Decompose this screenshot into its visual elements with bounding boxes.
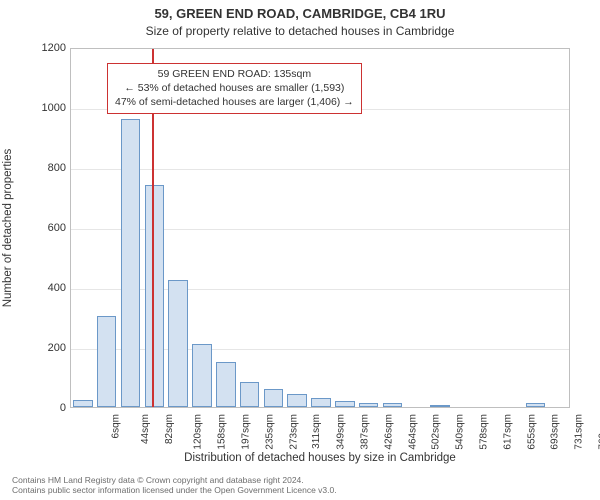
x-tick-label: 158sqm	[217, 414, 228, 450]
histogram-bar	[264, 389, 284, 407]
x-tick-label: 311sqm	[311, 414, 322, 449]
x-tick-label: 349sqm	[336, 414, 347, 450]
x-tick-label: 617sqm	[502, 414, 513, 450]
histogram-bar	[526, 403, 546, 408]
x-tick-label: 387sqm	[360, 414, 371, 450]
x-axis-label: Distribution of detached houses by size …	[70, 452, 570, 464]
histogram-bar	[168, 280, 188, 408]
histogram-bar	[97, 316, 117, 408]
histogram-bar	[216, 362, 236, 407]
histogram-bar	[287, 394, 307, 408]
annotation-box: 59 GREEN END ROAD: 135sqm ← 53% of detac…	[107, 63, 362, 114]
annotation-line: ← 53% of detached houses are smaller (1,…	[115, 81, 354, 95]
annotation-line: 59 GREEN END ROAD: 135sqm	[115, 67, 354, 81]
x-tick-label: 502sqm	[431, 414, 442, 450]
y-tick-label: 1000	[26, 102, 66, 114]
y-tick-label: 600	[26, 222, 66, 234]
plot-area: 59 GREEN END ROAD: 135sqm ← 53% of detac…	[70, 48, 570, 408]
histogram-bar	[311, 398, 331, 407]
x-tick-label: 655sqm	[526, 414, 537, 450]
x-tick-label: 693sqm	[550, 414, 561, 450]
histogram-bar	[335, 401, 355, 407]
chart-title-main: 59, GREEN END ROAD, CAMBRIDGE, CB4 1RU	[0, 6, 600, 21]
y-tick-label: 200	[26, 342, 66, 354]
y-axis-label: Number of detached properties	[2, 149, 14, 308]
x-tick-label: 82sqm	[164, 414, 175, 444]
chart-container: 59, GREEN END ROAD, CAMBRIDGE, CB4 1RU S…	[0, 0, 600, 500]
x-tick-label: 731sqm	[574, 414, 585, 450]
y-tick-label: 800	[26, 162, 66, 174]
x-tick-label: 273sqm	[288, 414, 299, 450]
histogram-bar	[240, 382, 260, 408]
x-tick-label: 197sqm	[241, 414, 252, 450]
x-tick-label: 426sqm	[383, 414, 394, 450]
x-tick-label: 120sqm	[193, 414, 204, 450]
x-tick-label: 235sqm	[264, 414, 275, 450]
x-tick-label: 578sqm	[479, 414, 490, 450]
attribution-text: Contains HM Land Registry data © Crown c…	[12, 475, 337, 496]
histogram-bar	[73, 400, 93, 408]
y-tick-label: 400	[26, 282, 66, 294]
annotation-line: 47% of semi-detached houses are larger (…	[115, 95, 354, 109]
attribution-line: Contains public sector information licen…	[12, 485, 337, 496]
attribution-line: Contains HM Land Registry data © Crown c…	[12, 475, 337, 486]
y-tick-label: 0	[26, 402, 66, 414]
x-tick-label: 44sqm	[140, 414, 151, 444]
x-tick-label: 6sqm	[110, 414, 121, 438]
gridline	[71, 169, 569, 170]
x-tick-label: 464sqm	[407, 414, 418, 450]
histogram-bar	[359, 403, 379, 408]
x-tick-label: 540sqm	[455, 414, 466, 450]
histogram-bar	[121, 119, 141, 407]
y-tick-label: 1200	[26, 42, 66, 54]
histogram-bar	[145, 185, 165, 407]
chart-title-sub: Size of property relative to detached ho…	[0, 24, 600, 38]
histogram-bar	[430, 405, 450, 407]
histogram-bar	[383, 403, 403, 407]
histogram-bar	[192, 344, 212, 407]
